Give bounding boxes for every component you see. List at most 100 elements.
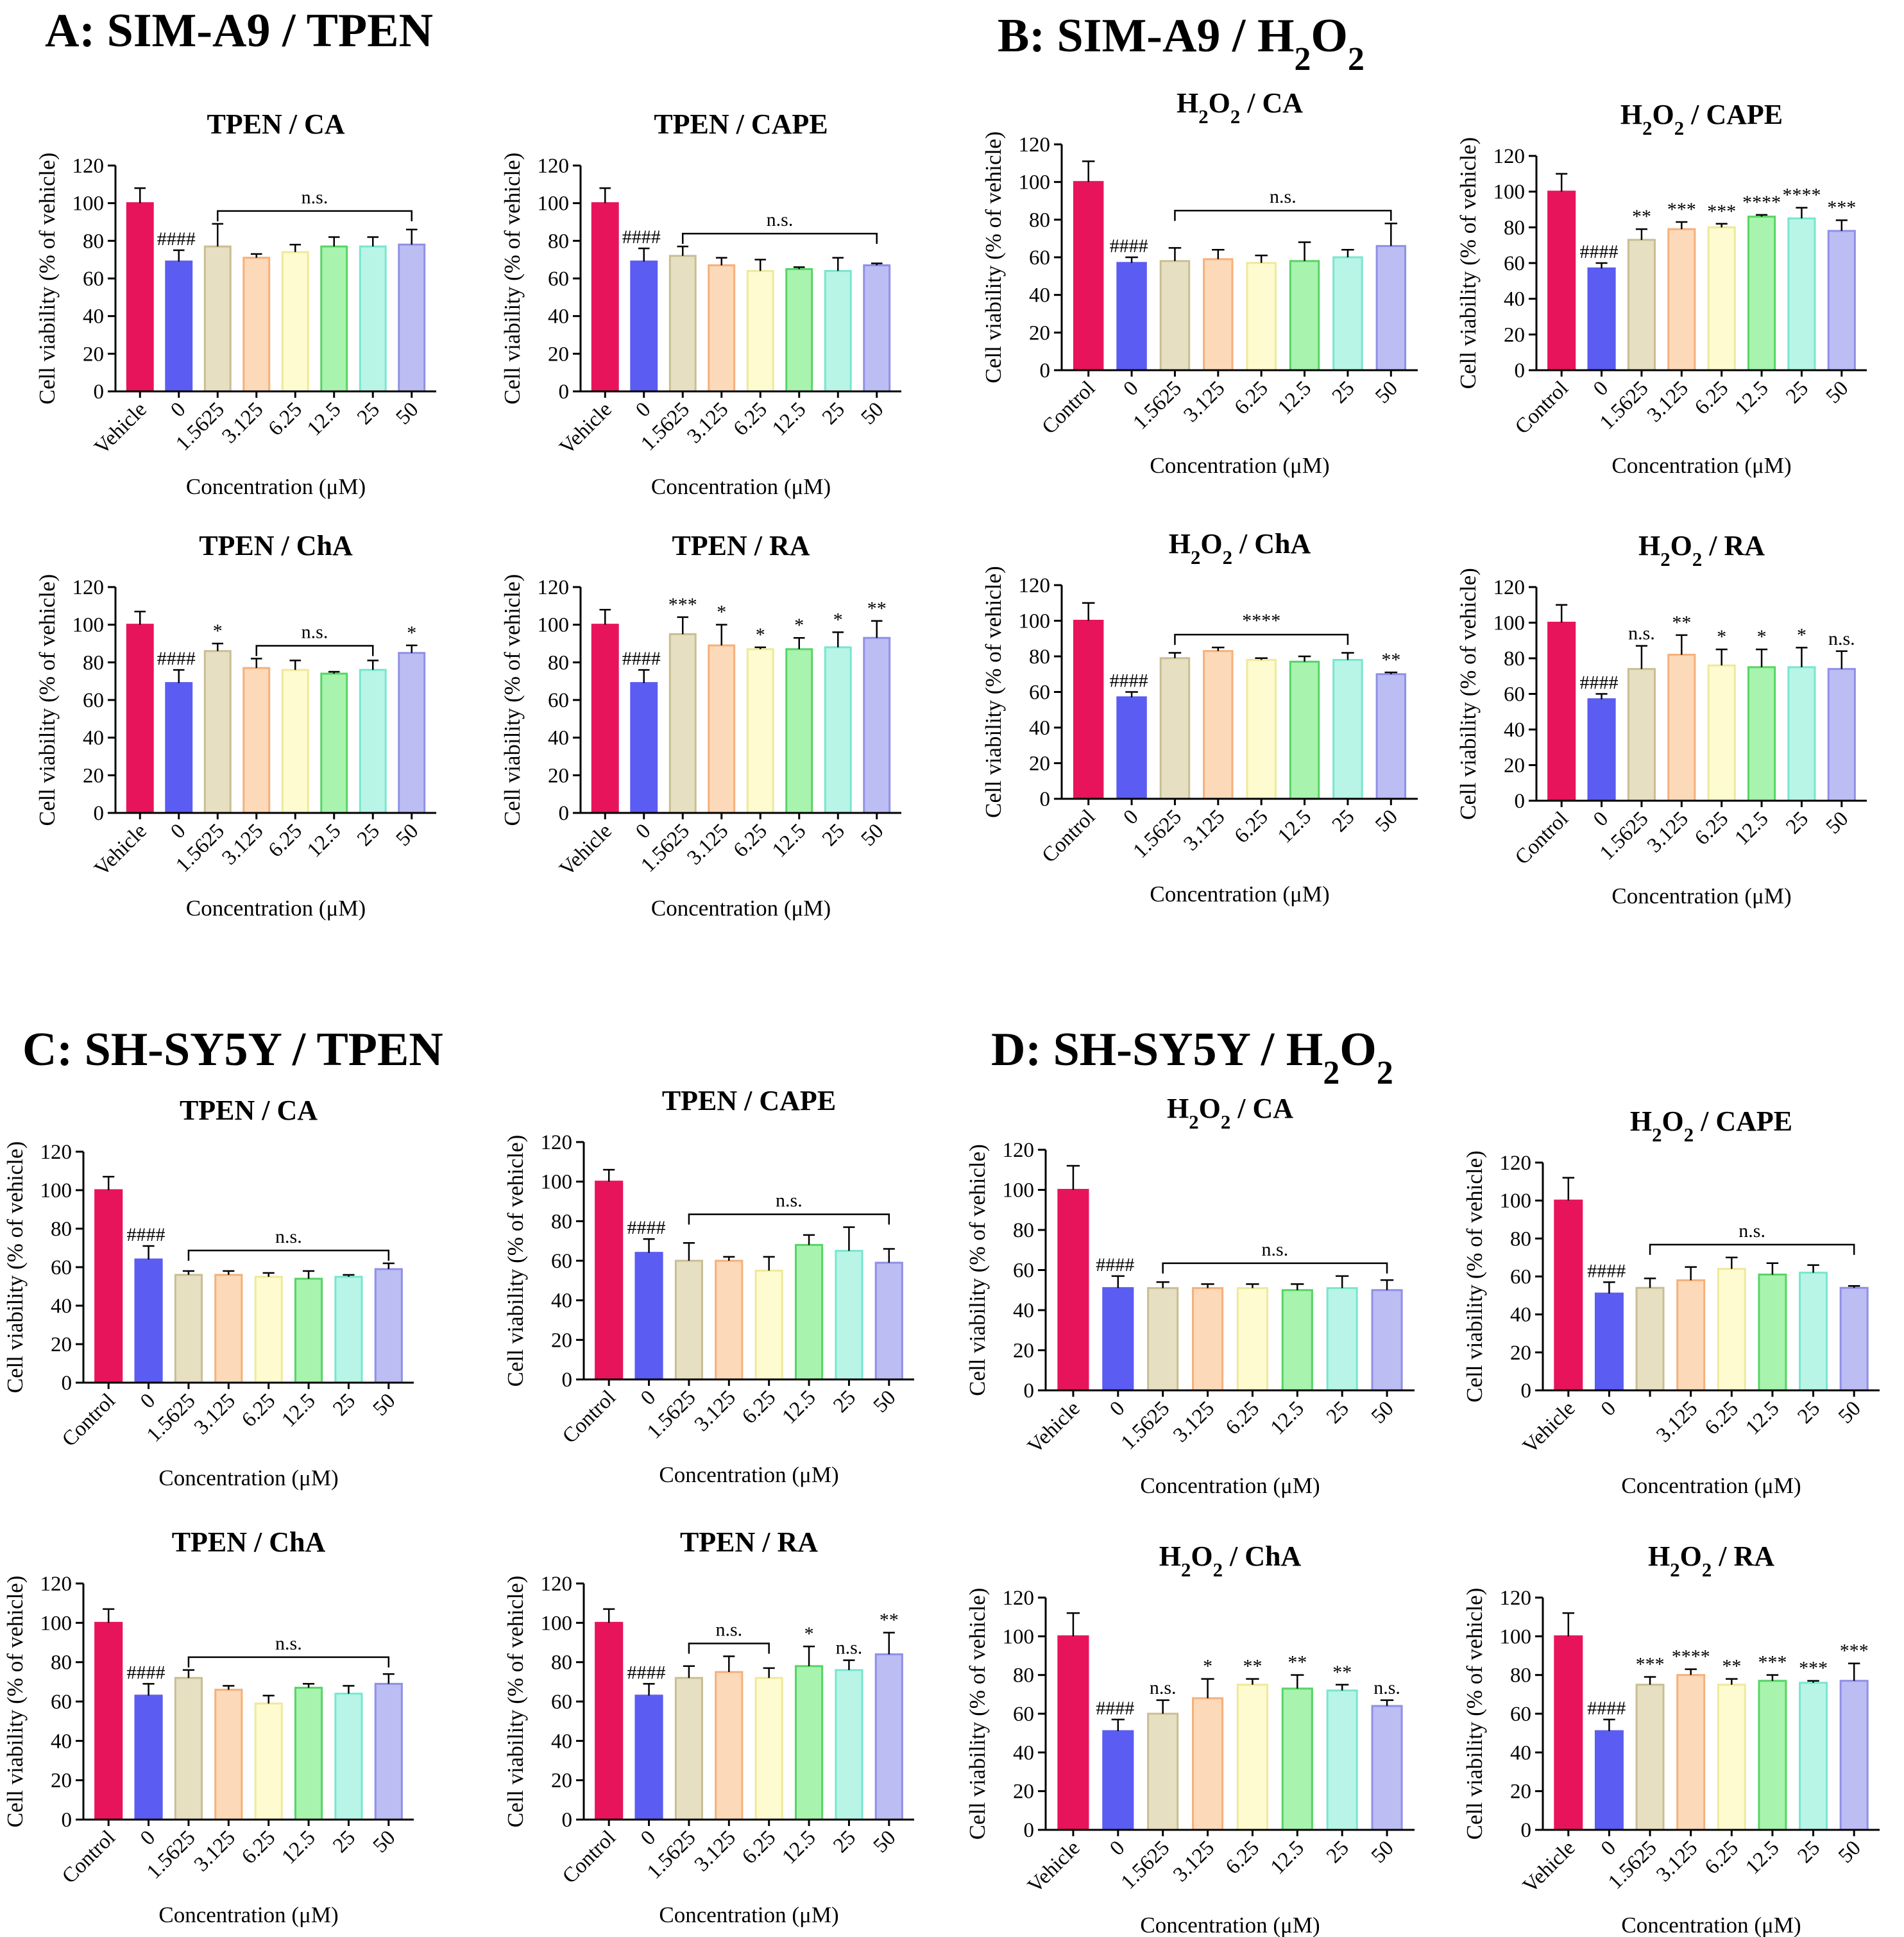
panel-title: H2O2 / CAPE [1620,99,1783,139]
significance-label: #### [627,1217,665,1238]
error-bar [1082,160,1095,182]
error-bar [677,616,689,635]
bar [874,1653,903,1821]
bar [1375,244,1407,371]
x-tick-label: Control [1038,805,1100,867]
x-tick-label: 6.25 [729,819,772,862]
x-axis-label: Concentration (μM) [1611,453,1791,478]
bar [1159,657,1191,800]
error-bar [1635,228,1647,240]
x-tick-label: 3.125 [1180,377,1230,427]
x-tick-label: 12.5 [303,398,345,440]
error-bar [883,1632,895,1655]
error-bar [1168,247,1182,261]
error-bar [134,187,146,203]
error-bar [250,253,262,258]
y-tick-label: 80 [548,230,569,253]
significance-label: * [407,622,416,644]
y-tick-label: 120 [72,576,105,599]
y-axis-label: Cell viability (% of vehicle) [965,1588,990,1840]
error-bar [843,1226,855,1251]
x-axis-label: Concentration (μM) [1621,1913,1801,1937]
error-bar [303,1683,315,1688]
y-axis-label: Cell viability (% of vehicle) [500,153,525,405]
x-tick-label: 25 [1781,807,1813,839]
error-bar [289,660,302,670]
x-tick-label: 12.5 [1730,807,1772,849]
x-axis-label: Concentration (μM) [186,896,366,921]
y-tick-label: 60 [548,689,569,712]
bar [1116,262,1147,371]
y-tick-label: 100 [1493,181,1526,204]
bar [1326,1287,1358,1392]
x-tick-label: 50 [392,398,423,429]
x-tick-label: 50 [869,1826,901,1857]
y-tick-label: 40 [51,1295,72,1318]
y-tick-label: 40 [83,727,104,750]
bar [1594,1730,1624,1831]
panel-title: H2O2 / RA [1648,1540,1774,1581]
error-bar [871,262,883,266]
bar [1839,1286,1869,1392]
section-title-a: A: SIM-A9 / TPEN [45,4,433,57]
y-tick-label: 100 [40,1612,72,1635]
x-tick-label: 3.125 [690,1386,740,1436]
x-axis-label: Concentration (μM) [1150,882,1329,907]
error-bar [1111,1718,1125,1732]
significance-label: #### [126,1224,165,1245]
bar [1707,664,1736,802]
y-tick-label: 80 [83,651,104,674]
x-tick-label: 0 [636,1386,660,1410]
x-tick-label: Vehicle [1023,1836,1084,1897]
panel-title: TPEN / CA [180,1095,318,1126]
x-tick-label: 12.5 [1273,805,1316,848]
axes [1535,587,1867,802]
chart-D2: H2O2 / CAPE #### n.s. 0 20 40 60 80 100 120 Vehicl… [1462,1105,1880,1498]
bar [1799,1682,1828,1831]
error-bar [1341,249,1354,257]
error-bar [1562,1177,1575,1201]
bar [674,1677,704,1821]
x-tick-label: 12.5 [1730,377,1772,419]
x-axis-label: Concentration (μM) [1140,1473,1320,1498]
bar [1676,1279,1706,1392]
y-tick-label: 120 [538,155,570,178]
x-tick-label: 25 [1793,1397,1824,1428]
significance-label: * [794,615,804,636]
error-bar [1246,1678,1259,1685]
error-bar [723,1655,735,1672]
y-tick-label: 0 [94,802,105,825]
significance-bracket [255,645,374,656]
panel-title: H2O2 / CA [1167,1093,1293,1133]
bar [1246,262,1277,371]
chart-A4: TPEN / RA####*** ** * ***020406080100120Veh… [500,530,901,921]
significance-label: #### [1096,1698,1134,1719]
y-tick-label: 80 [1029,209,1050,232]
error-bar [1082,602,1095,621]
x-tick-label: 50 [1367,1836,1398,1868]
x-tick-label: 50 [1822,377,1853,408]
panel-title: H2O2 / ChA [1169,528,1311,568]
y-tick-label: 20 [1504,755,1525,778]
bar [1676,1674,1706,1831]
bar [1787,217,1816,371]
y-tick-label: 40 [51,1730,72,1753]
error-bar [763,1256,775,1271]
y-tick-label: 60 [1504,683,1525,706]
x-tick-label: 6.25 [1221,1836,1264,1879]
panel-title: H2O2 / CA [1177,87,1303,128]
error-bar [1336,1275,1349,1288]
bar [785,648,813,814]
panel-title: TPEN / CAPE [662,1085,836,1116]
significance-label: *** [668,594,697,615]
y-tick-label: 0 [1040,788,1051,811]
x-tick-label: 50 [1822,807,1853,839]
error-bar [1125,691,1138,697]
bar [1203,650,1234,800]
bar [1635,1684,1665,1831]
bar [1747,666,1776,802]
x-tick-label: 0 [1589,377,1613,400]
significance-label: * [213,620,223,642]
significance-label: #### [1587,1260,1626,1281]
error-bar [1644,1277,1656,1288]
